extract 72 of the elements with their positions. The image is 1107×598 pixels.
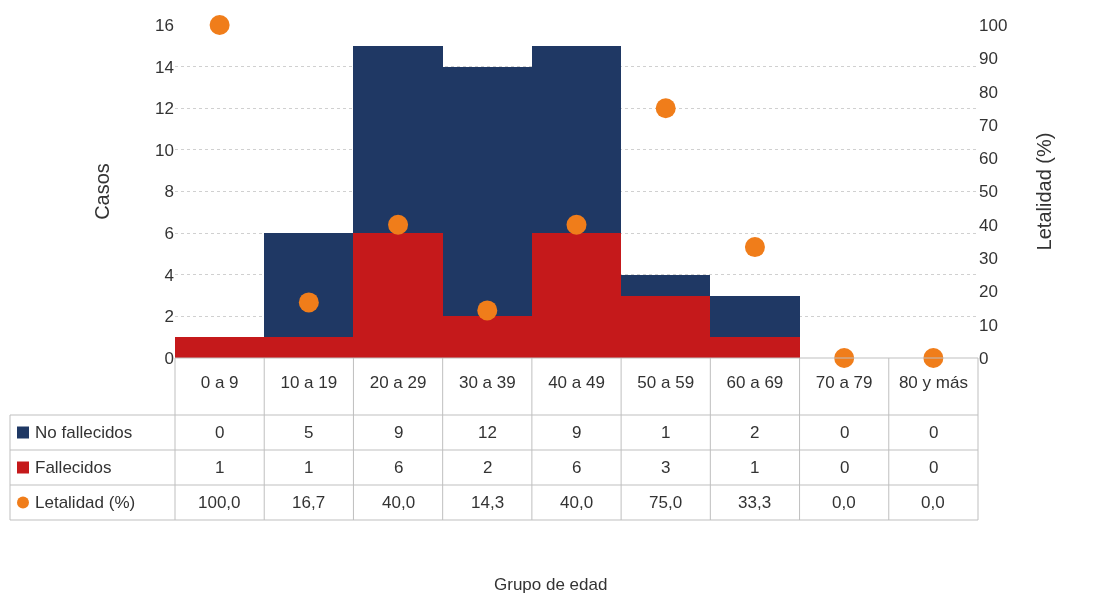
data-label: 9	[572, 423, 582, 442]
point	[566, 214, 587, 235]
x-tick-label: 70 a 79	[815, 373, 873, 392]
y2-tick-label: 80	[979, 82, 998, 102]
y-tick-label: 4	[164, 265, 174, 285]
y2-tick-label: 10	[979, 315, 998, 335]
data-label: 3	[661, 458, 671, 477]
y2-tick-label: 30	[979, 249, 998, 269]
y-tick-label: 12	[155, 99, 174, 119]
data-label: 1	[750, 458, 760, 477]
data-label: 6	[394, 458, 404, 477]
x-tick-label: 30 a 39	[458, 373, 516, 392]
legend-label: Fallecidos	[35, 458, 112, 477]
data-label: 9	[394, 423, 404, 442]
point	[388, 214, 409, 235]
data-label: 1	[304, 458, 314, 477]
x-tick-label: 80 y más	[898, 373, 968, 392]
y-tick-label: 0	[164, 348, 174, 368]
point	[477, 300, 498, 321]
data-label: 40,0	[560, 493, 594, 512]
x-tick-label: 50 a 59	[637, 373, 695, 392]
bar	[621, 275, 710, 296]
x-tick-label: 60 a 69	[726, 373, 784, 392]
data-label: 75,0	[649, 493, 683, 512]
y2-tick-label: 70	[979, 115, 998, 135]
x-tick-label: 10 a 19	[280, 373, 338, 392]
data-label: 33,3	[738, 493, 772, 512]
y2-tick-label: 0	[979, 348, 989, 368]
x-tick-label: 40 a 49	[548, 373, 605, 392]
data-label: 40,0	[382, 493, 416, 512]
y-tick-label: 16	[155, 15, 174, 35]
data-label: 2	[750, 423, 760, 442]
y2-axis-title: Letalidad (%)	[1032, 132, 1055, 251]
y-tick-label: 14	[155, 57, 174, 77]
data-label: 14,3	[471, 493, 505, 512]
data-label: 16,7	[292, 493, 326, 512]
data-label: 0,0	[921, 493, 945, 512]
point	[298, 292, 319, 313]
y-tick-label: 6	[164, 224, 174, 244]
data-label: 100,0	[198, 493, 241, 512]
y2-tick-label: 100	[979, 15, 1008, 35]
bar	[710, 296, 800, 337]
y2-tick-label: 40	[979, 215, 998, 235]
y2-tick-label: 60	[979, 149, 998, 169]
bar	[264, 233, 353, 337]
text: Grupo de edad	[494, 575, 608, 594]
point	[655, 98, 676, 119]
y2-tick-label: 20	[979, 282, 998, 302]
y-tick-label: 8	[164, 182, 174, 202]
data-label: 0	[929, 458, 939, 477]
x-tick-label: 0 a 9	[200, 373, 239, 392]
y2-tick-label: 50	[979, 182, 998, 202]
y2-tick-label: 90	[979, 49, 998, 69]
data-label: 6	[572, 458, 582, 477]
point	[744, 237, 765, 258]
data-label: 1	[661, 423, 671, 442]
point	[209, 15, 230, 35]
data-label: 0	[215, 423, 225, 442]
y-axis-title: Casos	[90, 163, 113, 220]
data-label: 5	[304, 423, 314, 442]
data-label: 2	[483, 458, 493, 477]
y-tick-label: 10	[155, 140, 174, 160]
data-label: 12	[478, 423, 497, 442]
x-tick-label: 20 a 29	[369, 373, 427, 392]
data-label: 0	[840, 423, 850, 442]
data-label: 1	[215, 458, 225, 477]
data-label: 0	[929, 423, 939, 442]
data-label: 0,0	[832, 493, 856, 512]
legend-label: No fallecidos	[35, 423, 133, 442]
data-label: 0	[840, 458, 850, 477]
y-tick-label: 2	[164, 307, 174, 327]
legend-label: Letalidad (%)	[35, 493, 136, 512]
